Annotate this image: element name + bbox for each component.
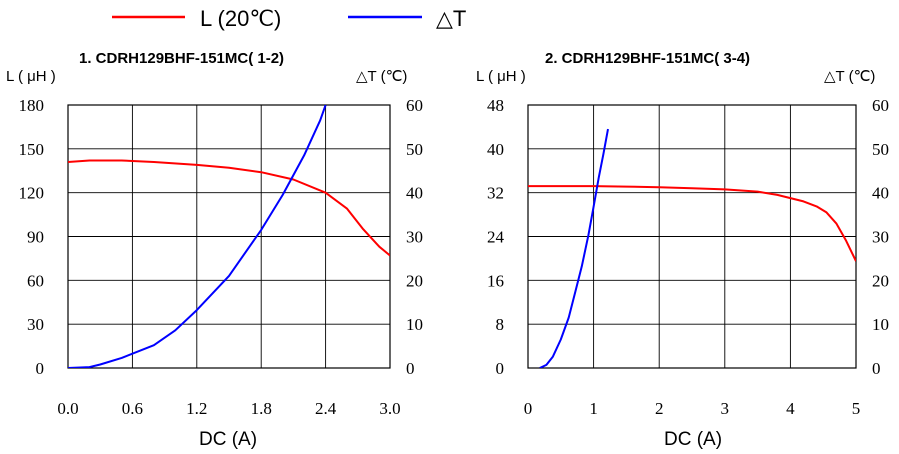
y-left-tick-label: 0 (36, 359, 45, 378)
x-tick-label: 4 (786, 399, 795, 418)
y-left-tick-label: 32 (487, 184, 504, 203)
y-right-tick-label: 20 (872, 271, 889, 290)
x-tick-label: 1 (589, 399, 598, 418)
y-right-tick-label: 30 (872, 228, 889, 247)
y-left-tick-label: 8 (496, 315, 505, 334)
y-left-tick-label: 30 (27, 315, 44, 334)
inductance-series (68, 159, 390, 257)
y-left-tick-label: 0 (496, 359, 505, 378)
chart-2-title: 2. CDRH129BHF-151MC( 3-4) (545, 50, 750, 67)
y-left-tick-label: 120 (19, 184, 45, 203)
y-left-tick-label: 24 (487, 228, 505, 247)
chart-1-left-axis-label: L ( μH ) (6, 68, 56, 85)
chart-1-ticks: 0.0 0.6 1.2 1.8 2.4 3.0 0 0 30 10 60 20 90 30 120 40 150… (19, 96, 424, 418)
x-tick-label: 2.4 (315, 399, 337, 418)
x-tick-label: 1.2 (186, 399, 207, 418)
y-right-tick-label: 50 (872, 140, 889, 159)
x-tick-label: 0 (524, 399, 533, 418)
y-right-tick-label: 60 (406, 96, 423, 115)
chart-1-right-axis-label: △T (℃) (356, 68, 407, 85)
inductance-series (528, 185, 856, 262)
y-right-tick-label: 0 (406, 359, 415, 378)
chart-2: 2. CDRH129BHF-151MC( 3-4) L ( μH ) △T (℃… (476, 50, 889, 450)
chart-1-grid (67, 104, 391, 369)
x-tick-label: 5 (852, 399, 861, 418)
chart-2-grid (527, 104, 857, 369)
chart-2-right-axis-label: △T (℃) (824, 68, 875, 85)
temperature-rise-series (68, 105, 327, 368)
y-left-tick-label: 16 (487, 271, 504, 290)
y-right-tick-label: 10 (406, 315, 423, 334)
chart-2-x-axis-label: DC (A) (664, 429, 722, 450)
x-tick-label: 1.8 (251, 399, 272, 418)
y-right-tick-label: 30 (406, 228, 423, 247)
chart-1-x-axis-label: DC (A) (199, 429, 257, 450)
y-left-tick-label: 48 (487, 96, 504, 115)
y-right-tick-label: 50 (406, 140, 423, 159)
x-tick-label: 3 (721, 399, 730, 418)
y-left-tick-label: 90 (27, 228, 44, 247)
y-right-tick-label: 40 (872, 184, 889, 203)
x-tick-label: 3.0 (379, 399, 400, 418)
y-left-tick-label: 180 (19, 96, 45, 115)
y-right-tick-label: 0 (872, 359, 881, 378)
chart-1-title: 1. CDRH129BHF-151MC( 1-2) (79, 50, 284, 67)
y-right-tick-label: 40 (406, 184, 423, 203)
chart-1-series (68, 105, 390, 368)
legend-l-label: L (20℃) (200, 6, 281, 31)
x-tick-label: 2 (655, 399, 664, 418)
chart-2-left-axis-label: L ( μH ) (476, 68, 526, 85)
y-left-tick-label: 60 (27, 271, 44, 290)
chart-2-series (528, 128, 856, 368)
legend-dt-label: △T (436, 6, 466, 31)
y-right-tick-label: 20 (406, 271, 423, 290)
y-right-tick-label: 60 (872, 96, 889, 115)
chart-1: 1. CDRH129BHF-151MC( 1-2) L ( μH ) △T (℃… (6, 50, 423, 450)
x-tick-label: 0.6 (122, 399, 143, 418)
legend: L (20℃) △T (112, 6, 466, 31)
y-left-tick-label: 150 (19, 140, 45, 159)
temperature-rise-series (539, 128, 609, 368)
y-left-tick-label: 40 (487, 140, 504, 159)
x-tick-label: 0.0 (57, 399, 78, 418)
y-right-tick-label: 10 (872, 315, 889, 334)
